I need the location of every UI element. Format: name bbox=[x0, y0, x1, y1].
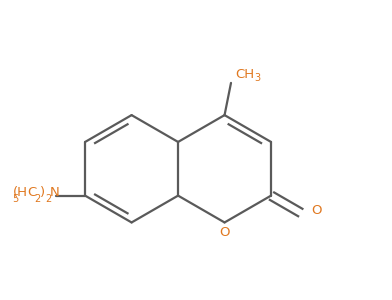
Text: O: O bbox=[311, 204, 321, 217]
Text: 2: 2 bbox=[34, 194, 40, 204]
Text: O: O bbox=[219, 226, 230, 239]
Text: 2: 2 bbox=[45, 194, 51, 204]
Text: ): ) bbox=[40, 186, 45, 199]
Text: C: C bbox=[27, 186, 36, 199]
Text: N: N bbox=[50, 186, 60, 199]
Text: 3: 3 bbox=[254, 74, 260, 83]
Text: CH: CH bbox=[235, 68, 254, 81]
Text: 5: 5 bbox=[13, 194, 19, 204]
Text: (H: (H bbox=[13, 186, 28, 199]
